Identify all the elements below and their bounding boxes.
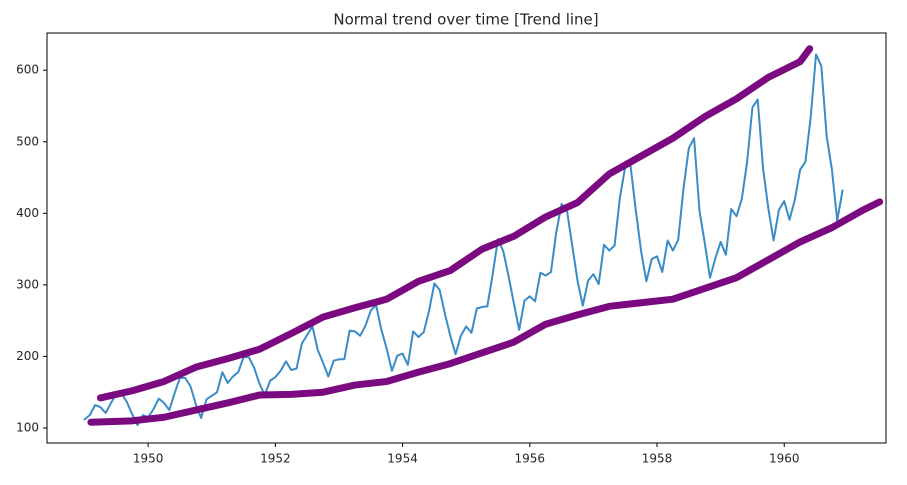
y-tick-label: 300	[16, 277, 39, 291]
trend-line	[96, 45, 814, 402]
y-tick-label: 500	[16, 134, 39, 148]
data-line	[83, 53, 844, 427]
y-tick-label: 400	[16, 206, 39, 220]
y-tick-label: 200	[16, 349, 39, 363]
x-tick-label: 1960	[769, 452, 800, 466]
x-tick-label: 1952	[260, 452, 291, 466]
plot-area	[83, 45, 884, 427]
y-tick-label: 100	[16, 420, 39, 434]
trend-line	[87, 198, 884, 426]
chart-title: Normal trend over time [Trend line]	[333, 11, 598, 29]
plot-frame	[46, 32, 887, 444]
x-tick-label: 1950	[133, 452, 164, 466]
x-tick-label: 1958	[642, 452, 673, 466]
x-tick-label: 1954	[387, 452, 418, 466]
y-tick-label: 600	[16, 63, 39, 77]
x-tick-label: 1956	[515, 452, 546, 466]
